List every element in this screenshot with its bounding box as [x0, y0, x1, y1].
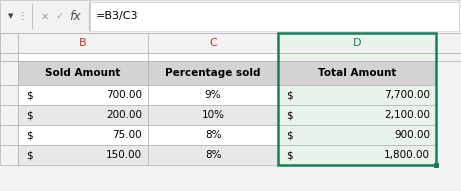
Bar: [18, 85, 148, 105]
Bar: [0, 53, 461, 61]
Bar: [433, 163, 438, 168]
Text: 75.00: 75.00: [112, 130, 142, 140]
Bar: [89, 2, 90, 31]
Text: ✕: ✕: [41, 11, 49, 22]
Text: ⋮: ⋮: [17, 11, 27, 22]
Bar: [0, 0, 461, 33]
Text: 7,700.00: 7,700.00: [384, 90, 430, 100]
Bar: [0, 125, 18, 145]
Bar: [18, 105, 148, 125]
Text: $: $: [26, 110, 33, 120]
Text: 200.00: 200.00: [106, 110, 142, 120]
Text: =B3/C3: =B3/C3: [96, 11, 138, 22]
Bar: [0, 53, 18, 61]
Bar: [18, 125, 148, 145]
Text: $: $: [286, 90, 293, 100]
Bar: [0, 33, 461, 53]
Bar: [148, 33, 278, 53]
Bar: [0, 145, 18, 165]
Bar: [148, 53, 278, 61]
Text: $: $: [286, 150, 293, 160]
Bar: [18, 53, 148, 61]
Bar: [32, 4, 33, 29]
Text: 900.00: 900.00: [394, 130, 430, 140]
Bar: [0, 0, 90, 33]
Text: 9%: 9%: [205, 90, 221, 100]
Bar: [278, 61, 436, 85]
Text: B: B: [79, 38, 87, 48]
Text: $: $: [26, 90, 33, 100]
Bar: [278, 33, 436, 53]
Text: ✓: ✓: [56, 11, 64, 22]
Bar: [278, 125, 436, 145]
Text: 8%: 8%: [205, 150, 221, 160]
Text: Total Amount: Total Amount: [318, 68, 396, 78]
Bar: [148, 105, 278, 125]
Text: 150.00: 150.00: [106, 150, 142, 160]
Text: 10%: 10%: [201, 110, 225, 120]
Text: Percentage sold: Percentage sold: [165, 68, 261, 78]
Bar: [18, 61, 148, 85]
Text: 1,800.00: 1,800.00: [384, 150, 430, 160]
Bar: [90, 2, 459, 31]
Bar: [148, 145, 278, 165]
Text: $: $: [286, 110, 293, 120]
Text: 8%: 8%: [205, 130, 221, 140]
Text: D: D: [353, 38, 361, 48]
Bar: [148, 85, 278, 105]
Text: fx: fx: [69, 10, 81, 23]
Bar: [0, 61, 18, 85]
Text: Sold Amount: Sold Amount: [45, 68, 121, 78]
Bar: [148, 61, 278, 85]
Text: $: $: [286, 130, 293, 140]
Text: $: $: [26, 130, 33, 140]
Text: 700.00: 700.00: [106, 90, 142, 100]
Bar: [278, 145, 436, 165]
Bar: [278, 33, 436, 165]
Text: ▼: ▼: [8, 14, 13, 19]
Bar: [278, 85, 436, 105]
Bar: [278, 53, 436, 61]
Bar: [278, 105, 436, 125]
Text: $: $: [26, 150, 33, 160]
Bar: [0, 105, 18, 125]
Bar: [0, 85, 18, 105]
Bar: [148, 125, 278, 145]
Text: C: C: [209, 38, 217, 48]
Text: 2,100.00: 2,100.00: [384, 110, 430, 120]
Bar: [18, 33, 148, 53]
Bar: [18, 145, 148, 165]
Bar: [0, 33, 18, 53]
